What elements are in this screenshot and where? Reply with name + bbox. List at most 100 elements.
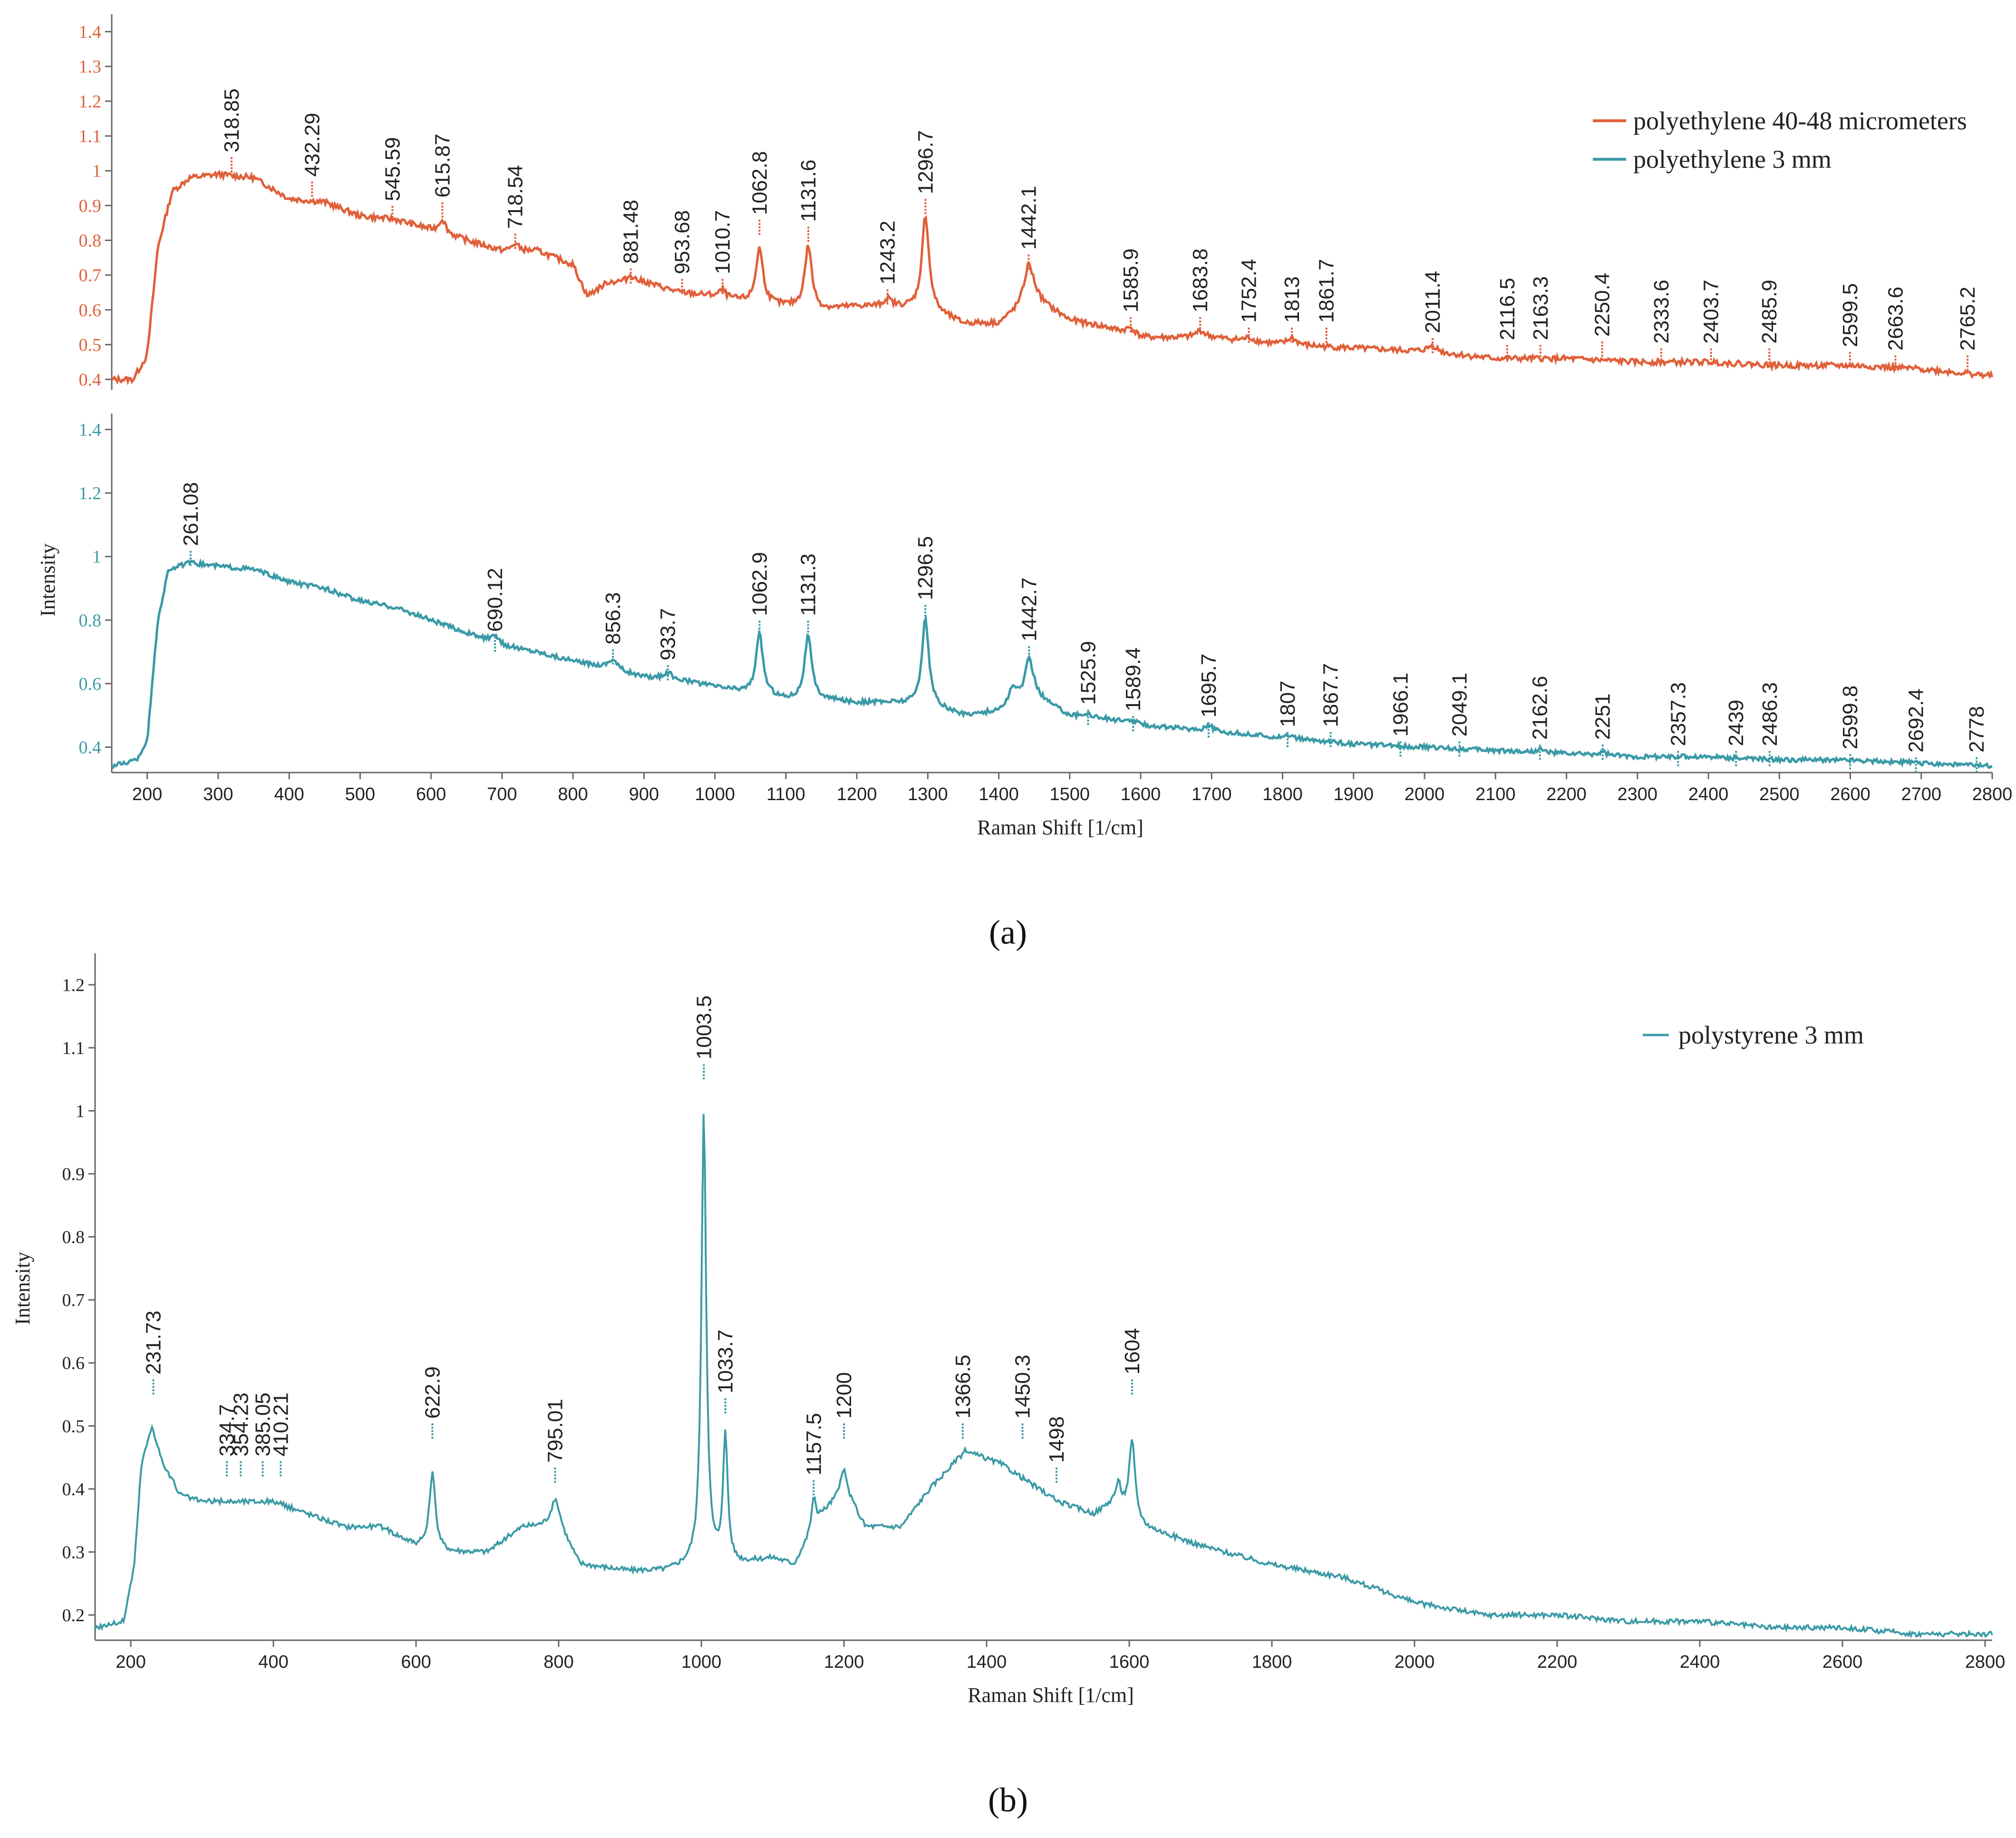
peak-label: 1062.9 (748, 552, 771, 616)
x-tick-label: 2000 (1405, 784, 1445, 804)
panel-b-y-axis-title: Intensity (11, 1252, 34, 1325)
peak-label: 2439 (1725, 700, 1748, 746)
peak-label: 1861.7 (1315, 259, 1338, 323)
peak-label: 432.29 (300, 113, 324, 177)
y-tick-label: 1 (92, 547, 101, 567)
peak-label: 1243.2 (876, 221, 900, 285)
x-tick-label: 700 (487, 784, 517, 804)
y-tick-label: 0.5 (62, 1416, 85, 1436)
peak-label: 2011.4 (1421, 271, 1444, 333)
peak-label: 2250.4 (1591, 273, 1614, 337)
panel-a-x-axis-title: Raman Shift [1/cm] (977, 816, 1144, 839)
y-tick-label: 0.5 (79, 335, 102, 355)
peak-label: 1003.5 (692, 996, 716, 1060)
peak-label: 622.9 (421, 1366, 444, 1419)
x-tick-label: 200 (132, 784, 162, 804)
y-tick-label: 1.2 (79, 92, 102, 112)
y-tick-label: 1 (76, 1101, 85, 1121)
y-tick-label: 1.4 (79, 22, 102, 42)
peak-label: 318.85 (220, 88, 243, 153)
y-tick-label: 0.9 (62, 1164, 85, 1184)
peak-label: 933.7 (657, 608, 680, 660)
y-tick-label: 0.2 (62, 1606, 85, 1625)
y-tick-label: 1 (92, 161, 101, 181)
peak-label: 261.08 (179, 482, 203, 546)
peak-label: 1604 (1121, 1328, 1144, 1374)
peak-label: 2403.7 (1700, 280, 1723, 344)
peak-label: 1200 (833, 1372, 856, 1419)
x-tick-label: 800 (543, 1652, 573, 1672)
x-tick-label: 800 (558, 784, 588, 804)
y-tick-label: 0.8 (79, 231, 102, 251)
x-tick-label: 1400 (979, 784, 1019, 804)
panel-b-chart: 0.2 0.3 0.4 0.5 0.6 0.7 0.8 0.9 1 1.1 1.2 200 400 60… (11, 953, 2005, 1707)
y-tick-label: 0.6 (79, 300, 102, 320)
x-tick-label: 400 (258, 1652, 288, 1672)
y-tick-label: 0.9 (79, 196, 102, 216)
peak-label: 615.87 (431, 134, 454, 198)
peak-label: 1585.9 (1119, 248, 1143, 312)
y-tick-label: 1.1 (79, 126, 102, 146)
x-tick-label: 1000 (695, 784, 735, 804)
x-tick-label: 2800 (1965, 1652, 2006, 1672)
x-tick-label: 1200 (837, 784, 877, 804)
panel-a-top-chart: 0.4 0.5 0.6 0.7 0.8 0.9 1 1.1 1.2 1.3 1.4 318.85 43… (79, 14, 1994, 390)
peak-label: 1867.7 (1319, 663, 1343, 727)
x-tick-label: 400 (274, 784, 304, 804)
peak-label: 1498 (1045, 1416, 1068, 1463)
peak-label: 1131.3 (797, 553, 820, 616)
peak-label: 1695.7 (1197, 654, 1221, 718)
peak-label: 1683.8 (1189, 248, 1212, 312)
y-tick-label: 0.7 (79, 266, 102, 286)
x-tick-label: 1200 (824, 1652, 864, 1672)
peak-label: 2485.9 (1758, 280, 1781, 344)
legend: polyethylene 40-48 micrometers polyethyl… (1593, 106, 1967, 174)
x-tick-label: 900 (629, 784, 659, 804)
peak-label: 1131.6 (797, 160, 820, 222)
x-tick-label: 2800 (1972, 784, 2013, 804)
x-tick-label: 1800 (1252, 1652, 1292, 1672)
y-tick-label: 1.4 (79, 420, 102, 440)
peak-label: 2765.2 (1956, 287, 1979, 351)
peak-label: 1366.5 (951, 1354, 975, 1419)
peak-label: 2049.1 (1448, 673, 1471, 737)
peak-label: 795.01 (544, 1399, 567, 1463)
legend-label-polystyrene-3mm: polystyrene 3 mm (1678, 1021, 1864, 1049)
peak-label: 2599.8 (1839, 686, 1862, 750)
x-tick-label: 2400 (1688, 784, 1729, 804)
y-tick-label: 0.4 (62, 1480, 85, 1499)
peak-label: 881.48 (620, 200, 643, 264)
x-tick-label: 2100 (1475, 784, 1516, 804)
panel-b-label: (b) (988, 1781, 1028, 1819)
peak-label: 231.73 (142, 1311, 165, 1375)
peak-label: 690.12 (484, 568, 507, 632)
x-tick-label: 1600 (1121, 784, 1161, 804)
y-tick-label: 1.3 (79, 57, 102, 77)
y-tick-label: 0.6 (62, 1354, 85, 1374)
peak-label: 1033.7 (714, 1329, 737, 1393)
peak-label: 2486.3 (1758, 682, 1782, 746)
peak-label: 2251 (1591, 693, 1615, 740)
legend-label-polyethylene-3mm: polyethylene 3 mm (1633, 145, 1832, 174)
peak-label: 2357.3 (1667, 682, 1690, 746)
x-tick-label: 1900 (1334, 784, 1374, 804)
panel-a-label: (a) (989, 913, 1027, 951)
x-tick-label: 600 (401, 1652, 431, 1672)
x-tick-label: 2600 (1830, 784, 1871, 804)
y-tick-label: 0.4 (79, 738, 102, 758)
x-tick-label: 600 (416, 784, 446, 804)
peak-label: 856.3 (601, 592, 625, 645)
peak-label: 2162.6 (1529, 676, 1552, 740)
peak-label: 1807 (1276, 681, 1299, 727)
y-tick-label: 1.2 (62, 975, 85, 995)
x-tick-label: 2200 (1537, 1652, 1578, 1672)
peak-label: 410.21 (269, 1393, 292, 1457)
legend-label-polyethylene-40-48: polyethylene 40-48 micrometers (1633, 106, 1967, 135)
panel-b-x-axis-title: Raman Shift [1/cm] (968, 1683, 1134, 1707)
peak-label: 1966.1 (1389, 673, 1412, 737)
x-tick-label: 300 (203, 784, 233, 804)
peak-label: 1589.4 (1122, 647, 1145, 711)
panel-a-y-axis-title: Intensity (36, 543, 59, 617)
peak-label: 1442.7 (1018, 577, 1041, 641)
